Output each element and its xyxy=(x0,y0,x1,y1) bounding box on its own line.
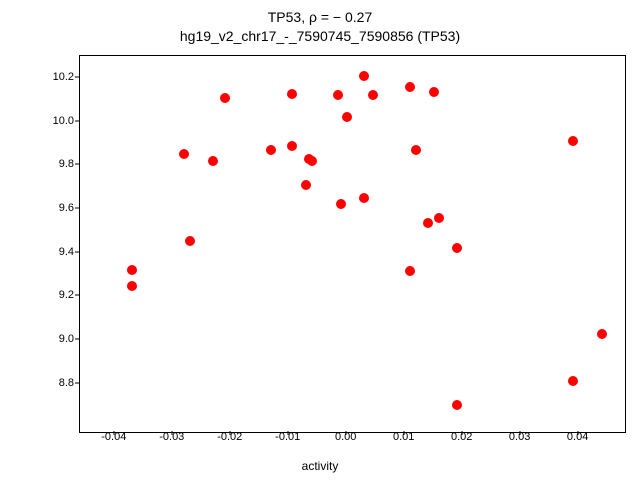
data-point[interactable] xyxy=(220,93,230,103)
x-tick-label: 0.03 xyxy=(509,431,530,443)
plot-area xyxy=(79,55,626,433)
y-tick-mark xyxy=(75,251,79,252)
y-tick-label: 9.8 xyxy=(48,158,74,170)
y-tick-mark xyxy=(75,120,79,121)
y-tick-label: 9.0 xyxy=(48,333,74,345)
data-point[interactable] xyxy=(568,376,578,386)
data-point[interactable] xyxy=(185,236,195,246)
x-tick-label: 0.04 xyxy=(567,431,588,443)
y-tick-label: 8.8 xyxy=(48,377,74,389)
y-tick-mark xyxy=(75,339,79,340)
y-tick-mark xyxy=(75,164,79,165)
data-point[interactable] xyxy=(434,213,444,223)
data-point[interactable] xyxy=(127,281,137,291)
x-tick-label: -0.03 xyxy=(159,431,184,443)
data-point[interactable] xyxy=(127,265,137,275)
data-point[interactable] xyxy=(342,112,352,122)
y-tick-mark xyxy=(75,382,79,383)
data-point[interactable] xyxy=(452,400,462,410)
data-point[interactable] xyxy=(179,149,189,159)
data-point[interactable] xyxy=(287,141,297,151)
y-tick-label: 9.6 xyxy=(48,202,74,214)
data-point[interactable] xyxy=(359,193,369,203)
data-point[interactable] xyxy=(429,87,439,97)
data-point[interactable] xyxy=(405,266,415,276)
y-tick-label: 10.2 xyxy=(48,71,74,83)
x-tick-label: -0.04 xyxy=(101,431,126,443)
y-tick-label: 10.0 xyxy=(48,115,74,127)
data-point[interactable] xyxy=(411,145,421,155)
x-axis-label: activity xyxy=(0,459,640,473)
data-point[interactable] xyxy=(301,180,311,190)
x-tick-label: 0.01 xyxy=(393,431,414,443)
x-tick-label: -0.01 xyxy=(275,431,300,443)
chart-title-line2: hg19_v2_chr17_-_7590745_7590856 (TP53) xyxy=(0,27,640,46)
y-tick-mark xyxy=(75,76,79,77)
x-tick-label: 0.02 xyxy=(451,431,472,443)
y-tick-mark xyxy=(75,208,79,209)
data-point[interactable] xyxy=(359,71,369,81)
data-point[interactable] xyxy=(287,89,297,99)
y-tick-mark xyxy=(75,295,79,296)
data-point[interactable] xyxy=(452,243,462,253)
data-point[interactable] xyxy=(597,329,607,339)
data-point[interactable] xyxy=(333,90,343,100)
y-tick-label: 9.4 xyxy=(48,246,74,258)
data-point[interactable] xyxy=(336,199,346,209)
data-point[interactable] xyxy=(307,156,317,166)
data-point[interactable] xyxy=(405,82,415,92)
data-point[interactable] xyxy=(368,90,378,100)
y-tick-label: 9.2 xyxy=(48,289,74,301)
x-tick-label: 0.00 xyxy=(335,431,356,443)
x-tick-label: -0.02 xyxy=(217,431,242,443)
scatter-chart: TP53, ρ = − 0.27 hg19_v2_chr17_-_7590745… xyxy=(0,0,640,480)
data-point[interactable] xyxy=(423,218,433,228)
data-point[interactable] xyxy=(266,145,276,155)
data-point[interactable] xyxy=(568,136,578,146)
chart-title-line1: TP53, ρ = − 0.27 xyxy=(0,8,640,27)
data-point[interactable] xyxy=(208,156,218,166)
